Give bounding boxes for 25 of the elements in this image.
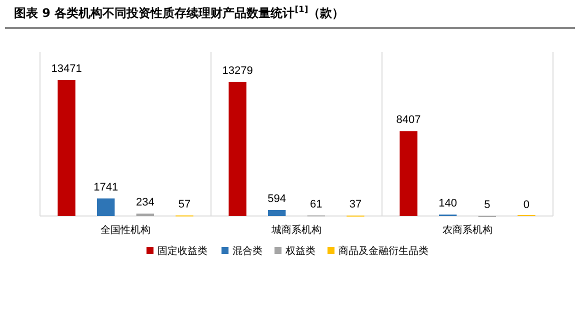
data-label: 0 bbox=[523, 199, 530, 211]
x-tick-label: 农商系机构 bbox=[442, 224, 492, 236]
bar bbox=[97, 198, 115, 216]
data-label: 140 bbox=[438, 198, 458, 210]
chart-title: 图表 9 各类机构不同投资性质存续理财产品数量统计$^{[1]}$（款） bbox=[14, 4, 344, 20]
legend-label: 权益类 bbox=[284, 245, 316, 257]
data-label: 57 bbox=[178, 198, 191, 210]
data-label: 61 bbox=[310, 198, 322, 210]
data-label: 5 bbox=[484, 198, 490, 211]
data-label: 594 bbox=[268, 193, 286, 206]
x-tick-label: 全国性机构 bbox=[100, 224, 150, 236]
data-label: 13471 bbox=[51, 63, 82, 75]
x-tick-label: 城商系机构 bbox=[270, 224, 322, 236]
data-label: 13279 bbox=[222, 64, 253, 77]
legend-label: 固定收益类 bbox=[158, 245, 208, 257]
data-label: 1741 bbox=[94, 181, 118, 194]
bar bbox=[228, 82, 246, 216]
bar bbox=[400, 131, 418, 216]
legend-label: 商品及金融衍生品类 bbox=[338, 245, 428, 257]
data-label: 8407 bbox=[396, 114, 421, 126]
bar bbox=[58, 80, 76, 216]
bar bbox=[268, 210, 286, 216]
data-label: 234 bbox=[136, 196, 154, 209]
legend-label: 混合类 bbox=[232, 245, 262, 257]
data-label: 37 bbox=[349, 198, 362, 211]
